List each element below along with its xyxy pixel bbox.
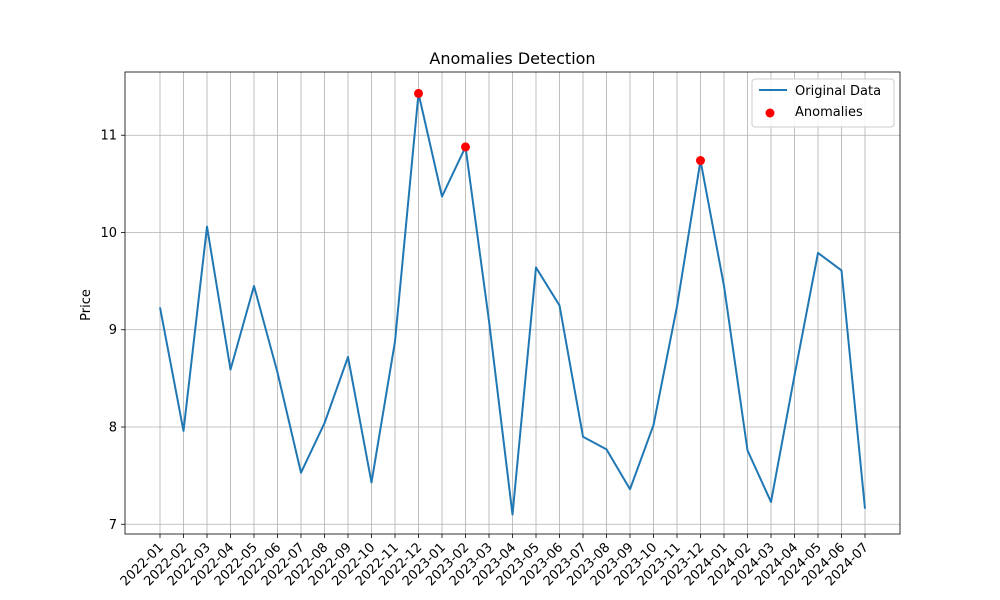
y-axis-label: Price <box>79 289 94 321</box>
axes-frame <box>124 71 901 535</box>
anomaly-point <box>461 142 470 152</box>
legend-label-original-data: Original Data <box>795 84 881 99</box>
series-line-original-data <box>159 92 866 516</box>
y-tick-label: 11 <box>100 129 117 144</box>
y-tick-label: 10 <box>100 226 117 241</box>
y-tick-label: 7 <box>109 518 117 533</box>
chart-title: Anomalies Detection <box>429 49 595 68</box>
grid-lines <box>125 72 900 534</box>
anomaly-point <box>696 156 705 166</box>
plot-area <box>159 88 866 516</box>
legend-frame <box>751 78 895 128</box>
legend: Original Data Anomalies <box>751 78 895 128</box>
y-tick-label: 9 <box>109 323 117 338</box>
legend-scatter-swatch <box>765 108 775 118</box>
anomaly-point <box>414 88 423 98</box>
legend-label-anomalies: Anomalies <box>795 105 863 120</box>
y-tick-label: 8 <box>109 421 117 436</box>
